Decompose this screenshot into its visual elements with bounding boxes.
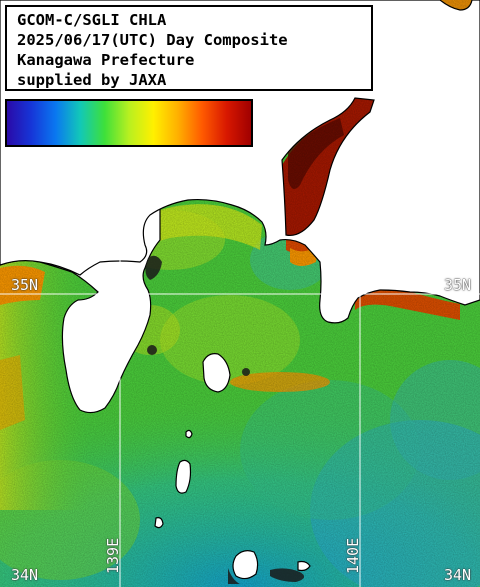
- lon-label-140e: 140E: [344, 537, 362, 574]
- title-box: GCOM-C/SGLI CHLA 2025/06/17(UTC) Day Com…: [5, 5, 373, 91]
- lat-label-34n-right: 34N: [444, 566, 472, 584]
- title-line-supplier: supplied by JAXA: [17, 71, 167, 89]
- chlorophyll-colorbar: [5, 99, 253, 147]
- lat-label-34n-left: 34N: [11, 566, 39, 584]
- lat-label-35n-right: 35N: [444, 276, 472, 294]
- lon-label-139e: 139E: [104, 537, 122, 574]
- title-line-region: Kanagawa Prefecture: [17, 51, 195, 69]
- graticule-lines: [0, 260, 480, 587]
- title-line-date: 2025/06/17(UTC) Day Composite: [17, 31, 288, 49]
- title-line-product: GCOM-C/SGLI CHLA: [17, 11, 167, 29]
- lat-label-35n-left: 35N: [11, 276, 39, 294]
